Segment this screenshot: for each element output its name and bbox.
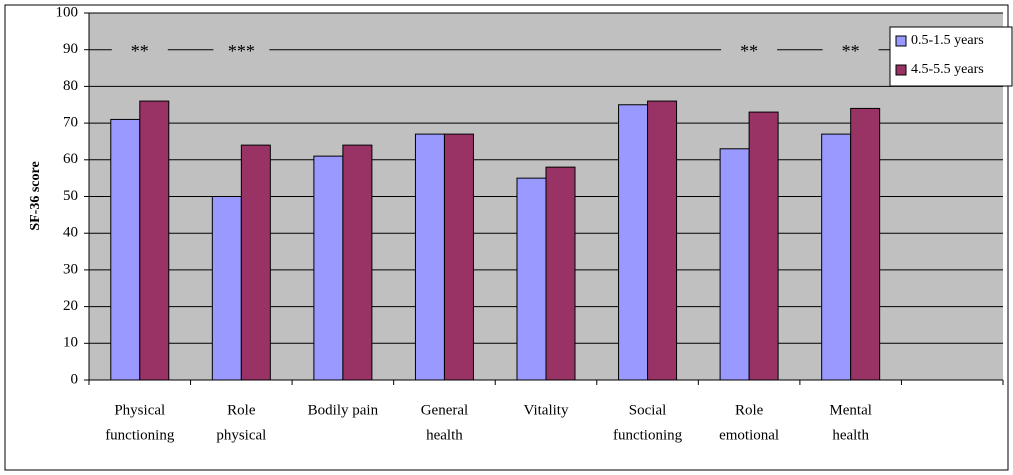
x-tick-label: functioning xyxy=(105,427,175,443)
x-tick-label: functioning xyxy=(613,427,683,443)
y-tick-label: 90 xyxy=(63,41,78,57)
y-tick-label: 10 xyxy=(63,335,78,351)
significance-label: *** xyxy=(228,41,255,61)
bar xyxy=(850,107,881,381)
y-tick-label: 20 xyxy=(63,298,78,314)
bar xyxy=(443,133,474,381)
y-tick-label: 50 xyxy=(63,188,78,204)
x-tick-label: Role xyxy=(227,402,256,418)
bar xyxy=(545,166,576,381)
bar xyxy=(342,144,373,381)
bar xyxy=(139,100,170,381)
bar xyxy=(821,133,852,381)
x-tick-label: General xyxy=(421,402,468,418)
legend-swatch xyxy=(895,64,907,76)
significance-label: ** xyxy=(740,41,758,61)
y-tick-label: 30 xyxy=(63,261,78,277)
bar xyxy=(618,104,649,381)
x-tick-label: emotional xyxy=(719,427,779,443)
bar xyxy=(516,177,547,381)
annotation-bg xyxy=(822,40,879,59)
annotation-bg xyxy=(111,40,168,59)
annotation-bg xyxy=(213,40,270,59)
bar xyxy=(647,100,678,381)
x-tick-label: Social xyxy=(629,402,667,418)
y-tick-label: 80 xyxy=(63,78,78,94)
bar xyxy=(313,155,344,381)
x-tick-label: health xyxy=(426,427,463,443)
x-tick-label: physical xyxy=(216,427,266,443)
x-tick-label: Bodily pain xyxy=(308,402,379,418)
y-tick-label: 70 xyxy=(63,115,78,131)
y-tick-label: 60 xyxy=(63,151,78,167)
significance-label: ** xyxy=(842,41,860,61)
y-tick-label: 100 xyxy=(56,4,79,20)
x-tick-label: Mental xyxy=(829,402,872,418)
bar xyxy=(748,111,779,381)
legend-label: 4.5-5.5 years xyxy=(911,62,984,77)
bar xyxy=(240,144,271,381)
significance-label: ** xyxy=(131,41,149,61)
legend-swatch xyxy=(895,35,907,47)
bar xyxy=(211,196,242,381)
legend-box xyxy=(889,26,1013,87)
y-axis-label: SF-36 score xyxy=(28,161,43,230)
y-tick-label: 40 xyxy=(63,225,78,241)
y-tick-label: 0 xyxy=(71,371,79,387)
x-tick-label: Role xyxy=(735,402,764,418)
x-tick-label: health xyxy=(832,427,869,443)
bar xyxy=(110,118,141,381)
legend-label: 0.5-1.5 years xyxy=(911,33,984,48)
annotation-bg xyxy=(721,40,778,59)
x-tick-label: Vitality xyxy=(524,402,569,418)
bar xyxy=(414,133,445,381)
x-tick-label: Physical xyxy=(114,402,165,418)
bar xyxy=(719,148,750,381)
